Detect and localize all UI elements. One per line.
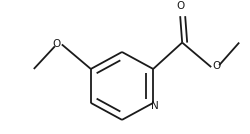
Text: O: O xyxy=(176,1,184,10)
Text: N: N xyxy=(151,101,159,111)
Text: O: O xyxy=(212,62,221,71)
Text: O: O xyxy=(52,39,60,49)
